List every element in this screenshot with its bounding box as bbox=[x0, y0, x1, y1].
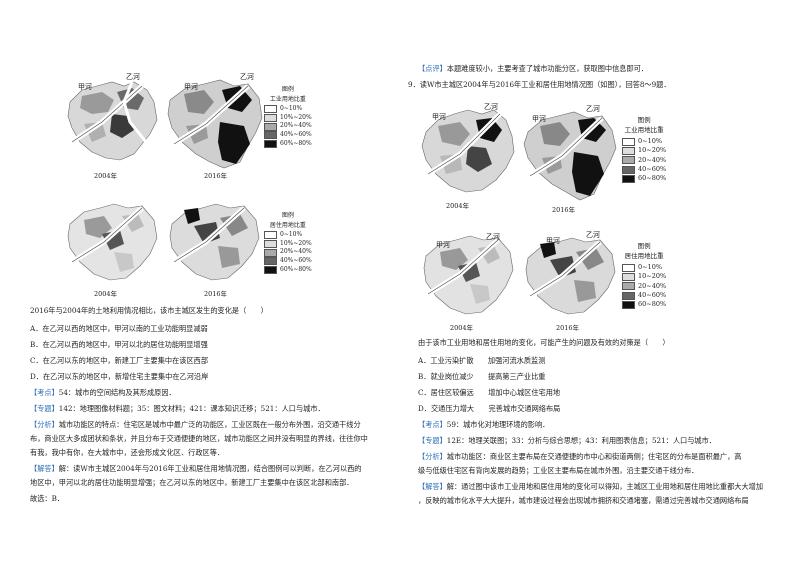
legend-title: 图例 bbox=[281, 86, 294, 93]
option-c[interactable]: C．在乙河以东的地区中，新建工厂主要集中在该区西部 bbox=[30, 356, 209, 365]
fenxi-line: 【分析】城市功能区：商业区主要布局在交通便捷的市中心和街道两侧；住宅区的分布是面… bbox=[418, 452, 741, 462]
kaodian-line: 【考点】54：城市的空间结构及其形成原因． bbox=[30, 388, 176, 398]
option-a[interactable]: A．在乙河以西的地区中，甲河以南的工业功能明显减弱 bbox=[30, 324, 208, 333]
zhuanti-line: 【专题】12E：地理关联图；33：分析与综合思想；43：利用图表信息；521：人… bbox=[418, 436, 716, 446]
answer-text: 故选：B． bbox=[30, 494, 65, 503]
jieda-text: ，反映的城市化水平大大提升，城市建设过程会出现城市拥挤和交通堵塞，需通过完善城市… bbox=[418, 496, 749, 505]
map-residential-2004 bbox=[67, 203, 158, 281]
year-label: 2016年 bbox=[204, 172, 228, 180]
river-b-label: 乙河 bbox=[486, 233, 500, 241]
dianping-text: 本题难度较小，主要考查了城市功能分区，获取图中信息即可． bbox=[446, 64, 649, 73]
question-text: 由于该市工业用地和居住用地的变化，可能产生的问题及有效的对策是（ ） bbox=[418, 338, 670, 347]
map-industry-2004 bbox=[421, 109, 515, 193]
river-a-label: 甲河 bbox=[546, 237, 560, 245]
q9-intro: 9．读W市主城区2004年与2016年工业和居住用地情况图（如图），回答8～9题… bbox=[408, 80, 671, 89]
legend-subtitle: 居住用地比重 bbox=[269, 221, 306, 229]
zhuanti-tag: 【专题】 bbox=[30, 404, 59, 413]
map-residential-2016 bbox=[525, 237, 616, 315]
legend-subtitle: 工业用地比重 bbox=[624, 126, 664, 135]
option-c[interactable]: C．居住区较偏远 增加中心城区住宅用地 bbox=[418, 388, 561, 397]
river-b-label: 乙河 bbox=[126, 73, 140, 81]
legend-subtitle: 居住用地比重 bbox=[624, 252, 664, 261]
year-label: 2016年 bbox=[556, 324, 580, 332]
year-label: 2016年 bbox=[204, 290, 228, 298]
river-b-label: 乙河 bbox=[240, 73, 254, 81]
legend-title: 图例 bbox=[637, 242, 651, 250]
zhuanti-tag: 【专题】 bbox=[418, 436, 447, 445]
map-residential-2004 bbox=[423, 235, 514, 315]
jieda-text: 解：通过图中该市工业用地和居住用地的变化可以得知，主城区工业用地和居住用地比重都… bbox=[446, 482, 764, 491]
kaodian-line: 【考点】59：城市化对地理环境的影响． bbox=[418, 420, 549, 430]
river-a-label: 甲河 bbox=[78, 83, 92, 91]
river-b-label: 乙河 bbox=[586, 105, 600, 113]
legend-title: 图例 bbox=[281, 212, 294, 219]
river-a-label: 甲河 bbox=[184, 83, 198, 91]
zhuanti-text: 12E：地理关联图；33：分析与综合思想；43：利用图表信息；521：人口与城市… bbox=[446, 436, 716, 445]
fenxi-text: 城市功能区的特点：住宅区是城市中最广泛的功能区，工业区既在一般分布外围，沿交通干… bbox=[58, 420, 361, 429]
kaodian-tag: 【考点】 bbox=[30, 388, 59, 397]
year-label: 2004年 bbox=[446, 202, 470, 210]
jieda-line: 【解答】解：读W市主城区2004年与2016年工业和居住用地情况图，结合图例可以… bbox=[30, 464, 362, 474]
river-a-label: 甲河 bbox=[436, 241, 450, 249]
zhuanti-text: 142：地理图像材料题；35：图文材料；421：课本知识迁移；521：人口与城市… bbox=[58, 404, 325, 413]
legend-title: 图例 bbox=[637, 116, 651, 124]
river-b-label: 乙河 bbox=[484, 103, 498, 111]
map-residential-2016 bbox=[169, 203, 260, 281]
question-text: 2016年与2004年的土地利用情况相比，该市主城区发生的变化是（ ） bbox=[30, 306, 268, 315]
jieda-line: 【解答】解：通过图中该市工业用地和居住用地的变化可以得知，主城区工业用地和居住用… bbox=[418, 482, 763, 492]
kaodian-tag: 【考点】 bbox=[418, 420, 447, 429]
option-d[interactable]: D．交通压力增大 完善城市交通网络布局 bbox=[418, 404, 561, 413]
map-industry-2004 bbox=[67, 81, 158, 161]
legend-subtitle: 工业用地比重 bbox=[269, 95, 306, 103]
fenxi-line: 【分析】城市功能区的特点：住宅区是城市中最广泛的功能区，工业区既在一般分布外围，… bbox=[30, 420, 361, 430]
fenxi-tag: 【分析】 bbox=[30, 420, 59, 429]
year-label: 2004年 bbox=[94, 172, 118, 180]
fenxi-text: 级与低级住宅区有背向发展的趋势；工业区主要布局在城市外围，沿主要交通干线分布． bbox=[418, 466, 699, 475]
option-b[interactable]: B．在乙河以西的地区中，甲河以北的居住功能明显增强 bbox=[30, 340, 208, 349]
river-a-label: 甲河 bbox=[432, 113, 446, 121]
legend-industry: 图例 工业用地比重 0~10% 10~20% 20~40% 40~60% 60~… bbox=[622, 116, 666, 184]
fenxi-text: 有我，我中有你，在大城市中，还会形成文化区、行政区等． bbox=[30, 448, 225, 457]
river-a-label: 甲河 bbox=[532, 115, 546, 123]
dianping-tag: 【点评】 bbox=[418, 64, 447, 73]
option-a[interactable]: A．工业污染扩散 加强河流水质监测 bbox=[418, 356, 546, 365]
river-b-label: 乙河 bbox=[586, 231, 600, 239]
legend-industry: 图例 工业用地比重 0~10% 10%~20% 20%~40% 40%~60% … bbox=[264, 86, 312, 148]
zhuanti-line: 【专题】142：地理图像材料题；35：图文材料；421：课本知识迁移；521：人… bbox=[30, 404, 325, 414]
year-label: 2004年 bbox=[450, 324, 474, 332]
map-industry-2016 bbox=[167, 79, 263, 169]
jieda-text: 地区中，甲河以北的居住功能明显增强；在乙河以东的地区中，新建工厂主要集中在该区北… bbox=[30, 478, 354, 487]
option-b[interactable]: B．就业岗位减少 提高第三产业比重 bbox=[418, 372, 546, 381]
legend-residential: 图例 居住用地比重 0~10% 10%~20% 20%~40% 40%~60% … bbox=[264, 212, 312, 274]
fenxi-text: 城市功能区：商业区主要布局在交通便捷的市中心和街道两侧；住宅区的分布是面积最广，… bbox=[446, 452, 742, 461]
jieda-tag: 【解答】 bbox=[30, 464, 59, 473]
dianping-line: 【点评】本题难度较小，主要考查了城市功能分区，获取图中信息即可． bbox=[418, 64, 648, 74]
jieda-text: 解：读W市主城区2004年与2016年工业和居住用地情况图，结合图例可以判断，在… bbox=[58, 464, 362, 473]
year-label: 2016年 bbox=[552, 206, 576, 214]
jieda-tag: 【解答】 bbox=[418, 482, 447, 491]
kaodian-text: 59：城市化对地理环境的影响． bbox=[446, 420, 550, 429]
fenxi-tag: 【分析】 bbox=[418, 452, 447, 461]
option-d[interactable]: D．在乙河以东的地区中，新增住宅主要集中在乙河沿岸 bbox=[30, 372, 209, 381]
kaodian-text: 54：城市的空间结构及其形成原因． bbox=[58, 388, 176, 397]
year-label: 2004年 bbox=[94, 290, 118, 298]
fenxi-text: 布，商业区大多成团状和条状，并且分布于交通便捷的地区，城市功能区之间并没有明显的… bbox=[30, 434, 368, 443]
legend-residential: 图例 居住用地比重 0~10% 10~20% 20~40% 40~60% 60~… bbox=[622, 242, 666, 310]
map-industry-2016 bbox=[523, 111, 617, 201]
